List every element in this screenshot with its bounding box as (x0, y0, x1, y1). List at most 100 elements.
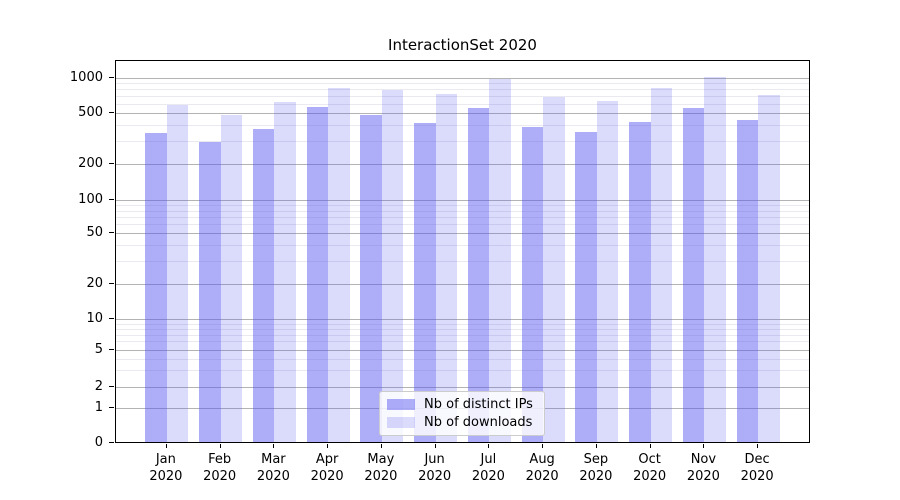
x-tick: May 2020 (351, 443, 411, 485)
gridline-minor (116, 358, 809, 360)
x-tick: Aug 2020 (512, 443, 572, 485)
legend: Nb of distinct IPs Nb of downloads (379, 391, 545, 436)
x-tick: Jan 2020 (136, 443, 196, 485)
x-tick-mark (273, 444, 275, 448)
y-tick-mark (109, 406, 114, 408)
bar-distinct-ips (306, 107, 329, 442)
x-tick-label: Jul 2020 (471, 452, 505, 484)
gridline-major (116, 113, 809, 114)
y-tick-label: 20 (86, 276, 103, 292)
gridline-minor (116, 82, 809, 84)
x-tick-label: Jan 2020 (149, 452, 183, 484)
y-tick-mark (109, 386, 114, 387)
bar-distinct-ips (414, 123, 436, 442)
gridline-minor (116, 370, 809, 372)
y-tick-label: 500 (78, 105, 103, 120)
y-tick: 100 (0, 192, 115, 207)
gridline-major (116, 387, 809, 388)
x-tick-mark (757, 444, 759, 448)
y-tick-mark (109, 162, 114, 164)
bar-downloads (543, 97, 565, 442)
bar-downloads (220, 115, 243, 442)
bar-downloads (274, 102, 296, 442)
bar-distinct-ips (467, 107, 490, 442)
x-tick-label: Jun 2020 (418, 452, 452, 484)
gridline-minor (116, 205, 809, 206)
y-tick-label: 50 (86, 225, 103, 240)
bar-downloads (650, 88, 673, 442)
y-tick-mark (109, 442, 114, 443)
x-tick: Apr 2020 (297, 443, 357, 485)
chart-title: InteractionSet 2020 (388, 36, 537, 54)
y-tick-mark (109, 283, 114, 285)
x-tick-mark (219, 444, 221, 448)
x-tick-mark (165, 444, 167, 448)
gridline-major (116, 318, 809, 320)
y-tick: 1000 (0, 70, 115, 85)
x-tick-mark (380, 444, 382, 448)
y-tick: 20 (0, 276, 115, 291)
gridline-minor (116, 210, 809, 212)
y-tick-label: 10 (86, 310, 103, 326)
x-tick-label: Aug 2020 (525, 452, 559, 484)
x-tick: Jun 2020 (405, 443, 465, 485)
bar-downloads (166, 104, 189, 442)
bar-distinct-ips (682, 107, 705, 442)
x-tick-mark (595, 444, 597, 448)
x-tick-mark (542, 444, 544, 448)
x-axis: Jan 2020 Feb 2020 Mar 2020 Apr 2020 May 2020 Jun 20… (115, 443, 810, 493)
x-tick-mark (703, 444, 705, 448)
gridline-minor (116, 341, 809, 343)
bar-downloads (758, 94, 780, 442)
x-tick-label: Feb 2020 (203, 452, 237, 484)
y-tick-mark (109, 232, 114, 233)
gridline-major (116, 199, 809, 201)
y-tick: 2 (0, 379, 115, 394)
y-tick-label: 200 (78, 155, 103, 171)
legend-swatch-downloads (387, 417, 415, 428)
y-tick-mark (109, 198, 114, 200)
gridline-minor (116, 88, 809, 90)
gridline-minor (116, 224, 809, 226)
x-tick: Dec 2020 (727, 443, 787, 485)
x-tick-mark (327, 444, 329, 448)
gridline-major (116, 163, 809, 165)
legend-swatch-distinct-ips (387, 399, 415, 410)
legend-label-downloads: Nb of downloads (424, 415, 533, 430)
y-tick: 500 (0, 105, 115, 120)
bar-downloads (381, 89, 404, 442)
bar-distinct-ips (521, 126, 544, 442)
y-tick: 50 (0, 225, 115, 240)
bar-distinct-ips (629, 122, 651, 442)
y-tick-label: 100 (78, 191, 103, 207)
bar-distinct-ips (145, 132, 167, 442)
bar-downloads (328, 88, 350, 442)
bar-distinct-ips (360, 115, 382, 442)
gridline-minor (116, 334, 809, 336)
y-tick-label: 2 (94, 379, 103, 394)
gridline-minor (116, 245, 809, 247)
x-tick: Feb 2020 (190, 443, 250, 485)
legend-item-distinct-ips: Nb of distinct IPs (387, 397, 536, 412)
bar-distinct-ips (736, 120, 759, 442)
gridline-minor (116, 95, 809, 97)
bar-downloads (596, 101, 619, 442)
x-tick: Jul 2020 (458, 443, 518, 485)
gridline-major (116, 77, 809, 79)
gridline-major (116, 349, 809, 351)
y-tick-label: 0 (94, 435, 103, 450)
gridline-minor (116, 216, 809, 218)
gridline-major (116, 233, 809, 234)
y-tick-label: 1 (94, 399, 103, 415)
gridline-major (116, 284, 809, 286)
legend-label-distinct-ips: Nb of distinct IPs (424, 397, 533, 412)
gridline-minor (116, 328, 809, 330)
gridline-minor (116, 141, 809, 143)
x-tick-label: Sep 2020 (579, 452, 613, 484)
x-tick-label: Nov 2020 (686, 452, 720, 484)
gridline-minor (116, 261, 809, 263)
x-tick-label: Mar 2020 (256, 452, 290, 484)
x-tick-label: Oct 2020 (633, 452, 667, 484)
x-tick: Mar 2020 (243, 443, 303, 485)
